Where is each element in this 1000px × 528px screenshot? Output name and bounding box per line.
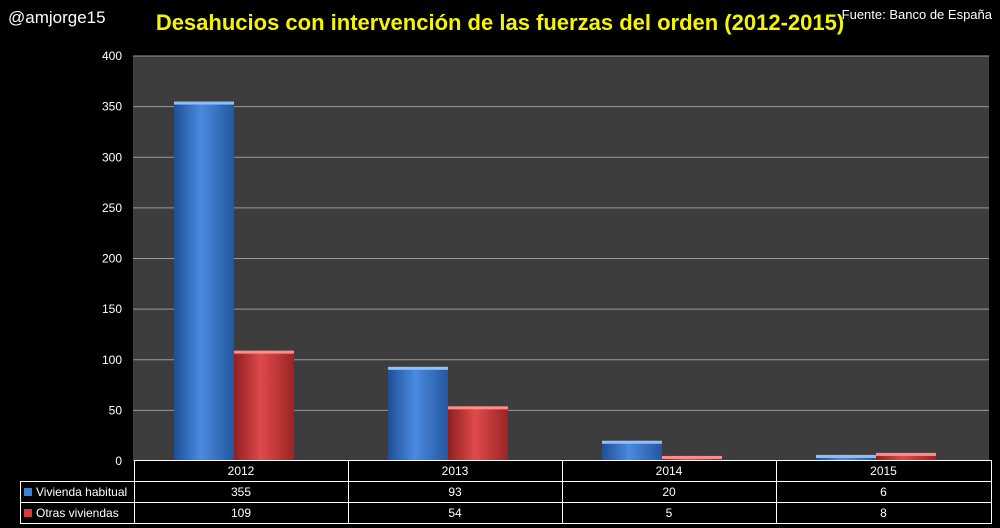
y-tick-label: 250: [102, 201, 122, 215]
data-table-cell: 5: [561, 502, 777, 524]
legend-label: Vivienda habitual: [36, 485, 128, 499]
legend-swatch-red: [24, 509, 32, 517]
y-tick-label: 350: [102, 100, 122, 114]
data-table-cell: 6: [775, 481, 992, 503]
legend-entry-otras-viviendas: Otras viviendas: [20, 502, 135, 524]
bar-top-highlight: [876, 452, 936, 456]
data-table-category: 2013: [347, 460, 563, 482]
bar-otras-viviendas-2015: [876, 452, 936, 461]
data-table-category: 2012: [133, 460, 349, 482]
bar-top-highlight: [234, 350, 294, 354]
y-tick-label: 200: [102, 252, 122, 266]
y-tick-label: 0: [115, 454, 122, 468]
y-tick-label: 100: [102, 353, 122, 367]
author-handle: @amjorge15: [8, 8, 106, 27]
bar-top-highlight: [448, 406, 508, 410]
y-tick-label: 150: [102, 302, 122, 316]
data-table-cell: 355: [133, 481, 349, 503]
data-table-category: 2014: [561, 460, 777, 482]
bar-vivienda-habitual-2015: [816, 454, 876, 461]
data-table-cell: 109: [133, 502, 349, 524]
bar-vivienda-habitual-2013: [388, 366, 448, 461]
data-table-cell: 8: [775, 502, 992, 524]
bar-top-highlight: [388, 366, 448, 370]
bar-top-highlight: [662, 455, 722, 459]
y-tick-label: 300: [102, 150, 122, 164]
legend-entry-vivienda-habitual: Vivienda habitual: [20, 481, 135, 503]
bar-otras-viviendas-2012: [234, 350, 294, 461]
bar-vivienda-habitual-2014: [602, 440, 662, 461]
legend-label: Otras viviendas: [36, 506, 119, 520]
y-tick-label: 50: [109, 403, 123, 417]
bar-top-highlight: [174, 101, 234, 105]
bar-vivienda-habitual-2012: [174, 101, 234, 461]
chart-title: Desahucios con intervención de las fuerz…: [155, 10, 845, 35]
data-table-cell: 54: [347, 502, 563, 524]
source-note: Fuente: Banco de España: [841, 7, 992, 22]
data-table-cell: 20: [561, 481, 777, 503]
data-table-row: Otras viviendas 109 54 5 8: [20, 502, 992, 524]
bar-top-highlight: [602, 440, 662, 444]
data-table: 2012 2013 2014 2015 Vivienda habitual 35…: [20, 460, 992, 524]
data-table-row: Vivienda habitual 355 93 20 6: [20, 481, 992, 503]
bar-otras-viviendas-2013: [448, 406, 508, 461]
data-table-corner: [21, 461, 135, 482]
legend-swatch-blue: [24, 488, 32, 496]
data-table-header-row: 2012 2013 2014 2015: [21, 460, 992, 482]
data-table-cell: 93: [347, 481, 563, 503]
data-table-category: 2015: [775, 460, 992, 482]
y-tick-label: 400: [102, 49, 122, 63]
bar-top-highlight: [816, 454, 876, 458]
